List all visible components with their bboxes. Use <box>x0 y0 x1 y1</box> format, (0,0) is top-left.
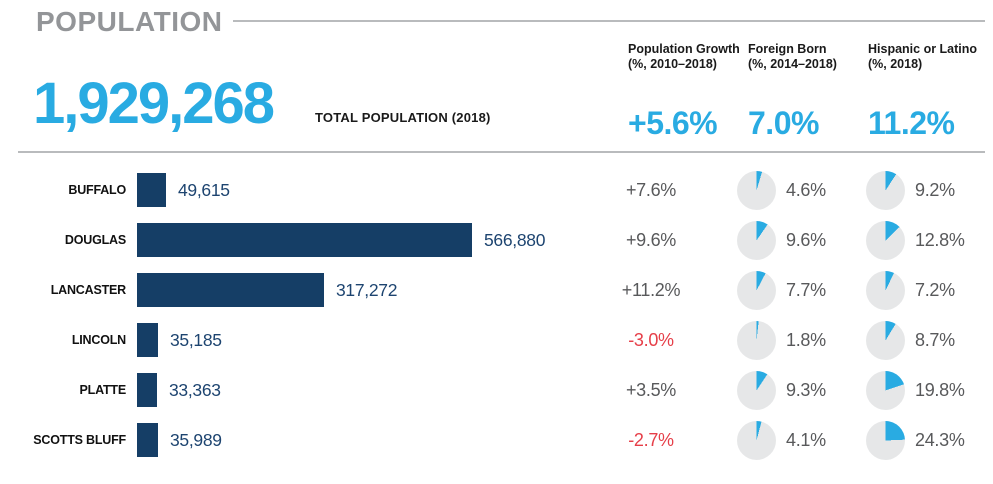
column-header-line1: Hispanic or Latino <box>868 42 978 56</box>
hispanic-pie-chart <box>866 170 905 210</box>
growth-value: -3.0% <box>628 329 674 350</box>
population-value: 33,363 <box>169 379 221 400</box>
column-header-line1: Foreign Born <box>748 42 827 56</box>
hispanic-value: 8.7% <box>915 329 955 350</box>
population-value: 35,989 <box>170 429 222 450</box>
column-header-population-growth: Population Growth (%, 2010–2018) <box>628 42 740 72</box>
total-population-value: 1,929,268 <box>33 71 275 136</box>
growth-value: +3.5% <box>625 379 677 400</box>
hispanic-value: 19.8% <box>915 379 965 400</box>
foreign-born-pie-chart <box>737 370 776 410</box>
county-row: LANCASTER 317,272 +11.2% 7.7% 7.2% <box>0 269 993 311</box>
hispanic-value: 12.8% <box>915 229 965 250</box>
summary-column-population-growth: Population Growth (%, 2010–2018) +5.6% <box>628 42 740 142</box>
county-label: DOUGLAS <box>64 233 126 247</box>
foreign-born-value: 9.3% <box>786 379 826 400</box>
county-row: BUFFALO 49,615 +7.6% 4.6% 9.2% <box>0 169 993 211</box>
population-bar <box>137 323 158 357</box>
population-bar <box>137 223 472 257</box>
county-row: LINCOLN 35,185 -3.0% 1.8% 8.7% <box>0 319 993 361</box>
growth-value: -2.7% <box>628 429 674 450</box>
hispanic-pie-chart <box>866 320 905 360</box>
page-title: POPULATION <box>36 6 223 37</box>
foreign-born-value: 7.7% <box>786 279 826 300</box>
column-header-line2: (%, 2018) <box>868 57 923 71</box>
county-row: PLATTE 33,363 +3.5% 9.3% 19.8% <box>0 369 993 411</box>
hispanic-value: 7.2% <box>915 279 955 300</box>
county-label: BUFFALO <box>68 183 126 197</box>
population-value: 317,272 <box>336 279 398 300</box>
summary-value-population-growth: +5.6% <box>628 105 718 141</box>
foreign-born-pie-chart <box>737 320 776 360</box>
hispanic-pie-chart <box>866 220 905 260</box>
county-label: PLATTE <box>79 383 127 397</box>
column-header-line2: (%, 2010–2018) <box>628 57 717 71</box>
summary-value-hispanic-latino: 11.2% <box>868 105 955 141</box>
column-header-line1: Population Growth <box>628 42 740 56</box>
county-row: SCOTTS BLUFF 35,989 -2.7% 4.1% 24.3% <box>0 419 993 461</box>
foreign-born-value: 4.1% <box>786 429 826 450</box>
foreign-born-value: 1.8% <box>786 329 826 350</box>
summary-column-hispanic-latino: Hispanic or Latino (%, 2018) 11.2% <box>868 42 977 142</box>
column-header-line2: (%, 2014–2018) <box>748 57 837 71</box>
hispanic-value: 24.3% <box>915 429 965 450</box>
foreign-born-pie-chart <box>737 270 776 310</box>
growth-value: +7.6% <box>625 179 677 200</box>
population-bar <box>137 273 324 307</box>
county-label: LINCOLN <box>71 333 126 347</box>
growth-value: +9.6% <box>625 229 677 250</box>
section-divider-line <box>18 151 985 153</box>
hispanic-pie-chart <box>866 370 905 410</box>
county-label: LANCASTER <box>50 283 126 297</box>
hispanic-value: 9.2% <box>915 179 955 200</box>
foreign-born-pie-chart <box>737 170 776 210</box>
foreign-born-value: 9.6% <box>786 229 826 250</box>
foreign-born-pie-chart <box>737 220 776 260</box>
population-value: 566,880 <box>484 229 546 250</box>
population-bar <box>137 423 158 457</box>
hispanic-pie-chart <box>866 270 905 310</box>
population-value: 35,185 <box>170 329 222 350</box>
foreign-born-pie-chart <box>737 420 776 460</box>
title-divider-line <box>233 20 985 22</box>
column-header-hispanic-latino: Hispanic or Latino (%, 2018) <box>868 42 977 72</box>
county-label: SCOTTS BLUFF <box>33 433 126 447</box>
population-bar <box>137 373 157 407</box>
column-header-foreign-born: Foreign Born (%, 2014–2018) <box>748 42 837 72</box>
summary-column-foreign-born: Foreign Born (%, 2014–2018) 7.0% <box>748 42 837 142</box>
population-value: 49,615 <box>178 179 230 200</box>
growth-value: +11.2% <box>621 279 681 300</box>
hispanic-pie-chart <box>866 420 905 460</box>
county-row: DOUGLAS 566,880 +9.6% 9.6% 12.8% <box>0 219 993 261</box>
population-bar <box>137 173 166 207</box>
foreign-born-value: 4.6% <box>786 179 826 200</box>
total-population-label: TOTAL POPULATION (2018) <box>315 110 491 125</box>
summary-value-foreign-born: 7.0% <box>748 105 819 141</box>
